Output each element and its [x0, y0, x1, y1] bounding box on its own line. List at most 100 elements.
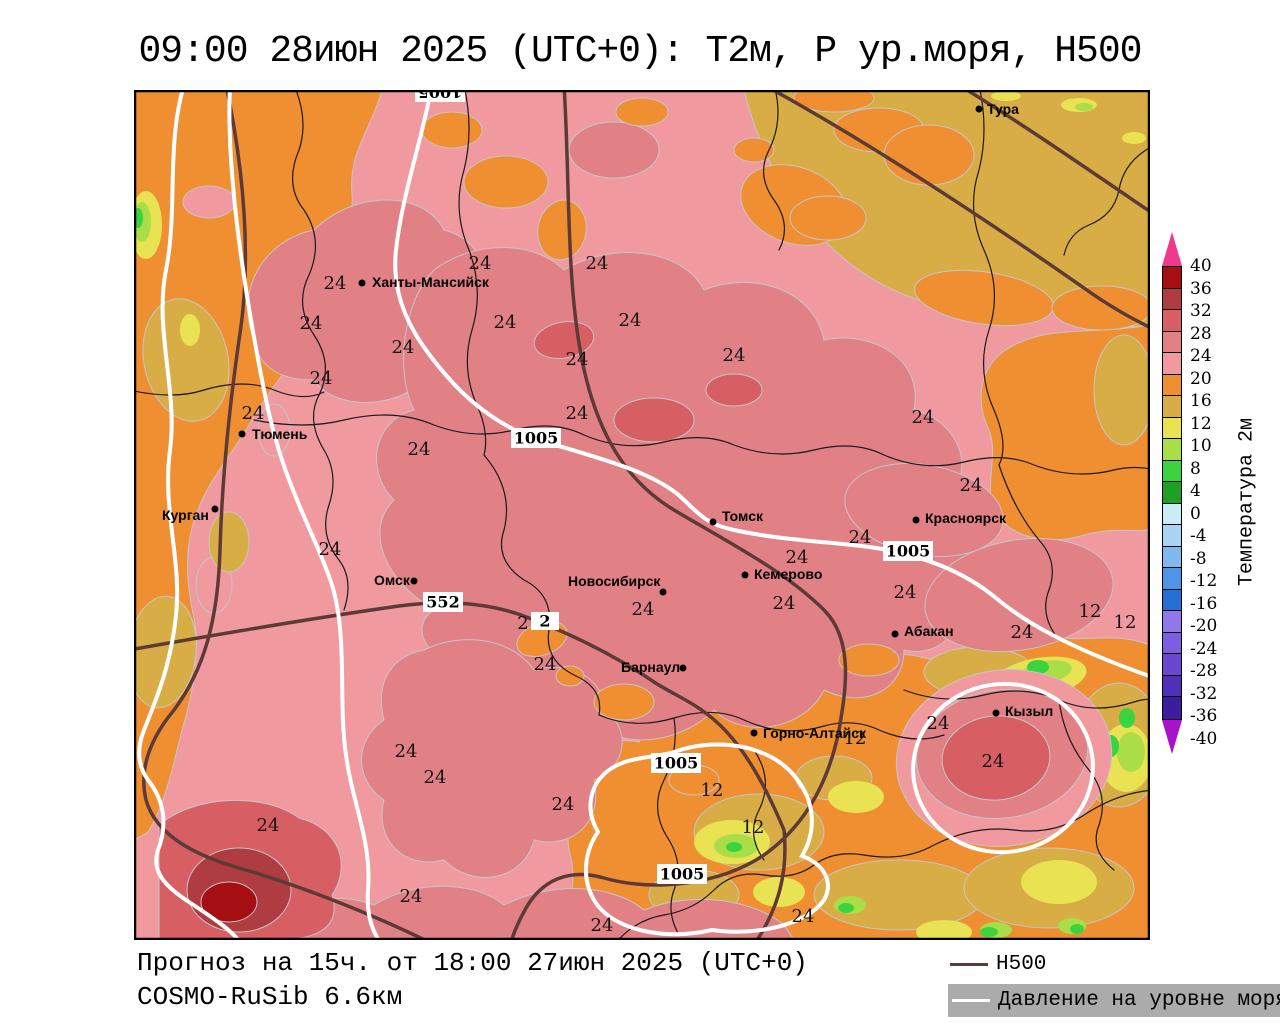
city-label: Кемерово	[754, 566, 822, 582]
city-dot	[750, 729, 758, 737]
isobar-label: 1005	[418, 90, 463, 102]
colorbar-cell	[1163, 697, 1181, 719]
city-dot	[679, 664, 687, 672]
colorbar-tick: 16	[1190, 391, 1212, 411]
h500-legend-label: H500	[996, 952, 1047, 976]
colorbar-tick: -24	[1190, 638, 1218, 659]
contour-value-label: 24	[534, 654, 557, 675]
contour-value-label: 24	[786, 547, 809, 568]
map-canvas: 1005 1005 1005 1005 1005 552 2 24 24 24 24 24 24 24 24…	[134, 90, 1150, 940]
contour-value-label: 24	[894, 582, 917, 603]
city-label: Горно-Алтайск	[763, 725, 867, 741]
colorbar-tick: -32	[1190, 683, 1218, 704]
city-dot	[891, 630, 899, 638]
colorbar-tick: 32	[1190, 301, 1212, 321]
weather-map: 1005 1005 1005 1005 1005 552 2 24 24 24 24 24 24 24 24…	[134, 90, 1150, 940]
contour-value-label: 24	[469, 253, 492, 274]
colorbar-tick: 20	[1190, 368, 1212, 389]
colorbar-top-arrow	[1162, 232, 1182, 266]
contour-value-label: 24	[319, 539, 342, 560]
isobar-label: 1005	[660, 865, 705, 884]
colorbar-tick: -28	[1190, 661, 1218, 681]
isobar-label: 1005	[886, 542, 931, 561]
city-label: Томск	[722, 508, 764, 524]
colorbar-cell	[1163, 267, 1181, 289]
contour-value-label: 24	[723, 345, 746, 366]
city-label: Кызыл	[1005, 703, 1053, 719]
isobar-label-box	[883, 541, 933, 561]
colorbar-cell	[1163, 331, 1181, 353]
contour-value-label: 24	[300, 313, 323, 334]
contour-value-label: 24	[982, 751, 1005, 772]
colorbar-cell	[1163, 675, 1181, 697]
city-label: Тюмень	[252, 426, 308, 442]
isobar-label-box	[415, 90, 465, 102]
colorbar-bottom-arrow	[1162, 719, 1182, 754]
contour-value-label: 24	[400, 886, 423, 907]
colorbar-cell	[1163, 417, 1181, 439]
isobar-label: 2	[539, 612, 550, 631]
isobar-label-box	[423, 592, 463, 612]
contour-value-label: 24	[960, 475, 983, 496]
colorbar-tick: 4	[1190, 481, 1201, 501]
colorbar-cell	[1163, 353, 1181, 375]
legend-pressure: Давление на уровне моря	[948, 984, 1280, 1017]
contour-value-label: 24	[773, 593, 796, 614]
contour-value-label: 24	[912, 407, 935, 428]
isobar-label: 552	[426, 593, 459, 612]
contour-value-label: 24	[792, 906, 815, 927]
city-label: Абакан	[904, 623, 954, 639]
colorbar-tick: 10	[1190, 436, 1212, 456]
city-label: Курган	[162, 507, 209, 523]
isobar-label-box	[531, 612, 559, 630]
legend-h500: H500	[950, 952, 1046, 976]
contour-value-label: 24	[586, 253, 609, 274]
city-dot	[211, 505, 219, 513]
colorbar-cell	[1163, 568, 1181, 590]
temperature-field	[134, 90, 1150, 940]
contour-value-label: 12	[742, 817, 765, 838]
city-label: Тура	[987, 101, 1019, 117]
isobar-label-group: 2	[531, 612, 559, 631]
contour-value-label: 24	[619, 310, 642, 331]
colorbar-cells	[1162, 266, 1182, 720]
colorbar-cell	[1163, 611, 1181, 633]
contour-value-label: 12	[1114, 612, 1137, 633]
contour-value-label: 2	[517, 613, 528, 634]
contour-value-label: 24	[494, 312, 517, 333]
colorbar-tick: 36	[1190, 278, 1212, 299]
pressure-legend-label: Давление на уровне моря	[998, 989, 1280, 1012]
contour-value-label: 24	[566, 349, 589, 370]
isobar-label-group: 1005	[883, 541, 933, 561]
colorbar-tick: -16	[1190, 593, 1218, 614]
colorbar-cell	[1163, 503, 1181, 525]
page-title: 09:00 28июн 2025 (UTC+0): Т2м, P ур.моря…	[138, 30, 1143, 73]
contour-value-label: 24	[408, 439, 431, 460]
colorbar-cell	[1163, 525, 1181, 547]
contour-value-label: 24	[257, 815, 280, 836]
contour-value-label: 12	[1079, 601, 1102, 622]
isobar-label-group: 1005	[415, 90, 465, 102]
city-dot	[912, 516, 920, 524]
isobar-label-group: 1005	[651, 753, 701, 773]
city-label: Новосибирск	[568, 573, 661, 589]
colorbar-cell	[1163, 439, 1181, 461]
colorbar-title: Температура 2м	[1235, 417, 1259, 587]
colorbar-cell	[1163, 396, 1181, 418]
isobar-label: 1005	[514, 429, 559, 448]
contour-value-label: 24	[566, 403, 589, 424]
isobar-label-box	[657, 864, 707, 884]
colorbar-cell	[1163, 632, 1181, 654]
contour-value-label: 24	[324, 273, 347, 294]
colorbar-tick: 12	[1190, 413, 1212, 434]
city-dot	[410, 577, 418, 585]
isobar-label-group: 1005	[511, 428, 561, 448]
colorbar-tick: -20	[1190, 616, 1218, 636]
contour-value-label: 24	[591, 915, 614, 936]
city-dot	[659, 588, 667, 596]
sea-level-pressure-lines	[137, 90, 1150, 940]
isobar-label-group: 1005	[657, 864, 707, 884]
colorbar-tick: -8	[1190, 548, 1207, 569]
city-dot	[358, 279, 366, 287]
